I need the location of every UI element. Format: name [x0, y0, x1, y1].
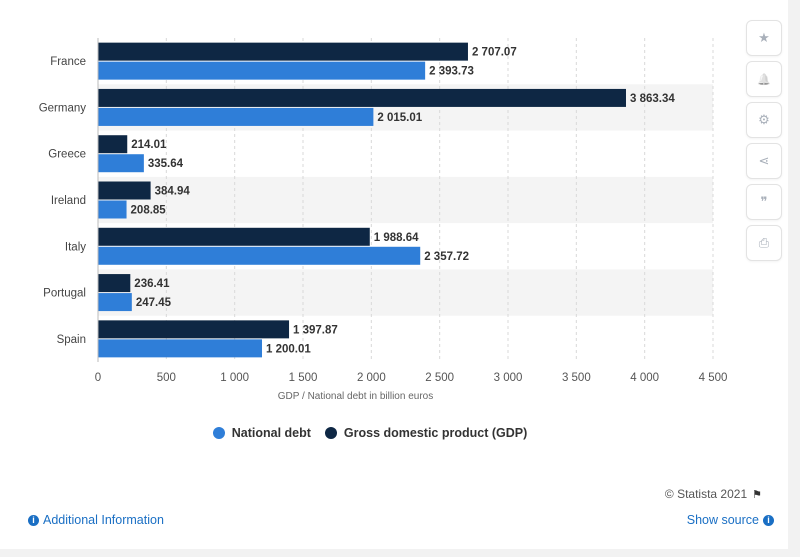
gdp-bar [98, 274, 131, 293]
data-label: 214.01 [131, 139, 167, 151]
star-glyph: ★ [758, 30, 770, 45]
category-label: Portugal [43, 288, 86, 300]
x-axis-title: GDP / National debt in billion euros [278, 391, 433, 402]
gear-glyph: ⚙ [758, 112, 770, 127]
national-debt-bar [98, 154, 144, 173]
legend-label-gdp: Gross domestic product (GDP) [343, 426, 528, 440]
x-tick-label: 2 000 [357, 372, 386, 384]
gdp-bar [98, 227, 370, 246]
x-tick-label: 4 500 [699, 372, 728, 384]
data-label: 1 988.64 [374, 232, 419, 244]
data-label: 2 357.72 [424, 251, 469, 263]
national-debt-bar [98, 246, 421, 265]
chart-legend: National debt Gross domestic product (GD… [0, 426, 740, 440]
flag-icon: ⚑ [752, 488, 762, 501]
national-debt-bar [98, 339, 263, 358]
additional-information-label: Additional Information [43, 513, 164, 527]
legend-swatch-gdp [324, 427, 337, 439]
x-tick-label: 1 500 [289, 372, 318, 384]
quote-icon[interactable]: ❞ [746, 184, 782, 220]
gear-icon[interactable]: ⚙ [746, 102, 782, 138]
category-label: Ireland [51, 195, 86, 207]
x-tick-label: 1 000 [220, 372, 249, 384]
show-source-link[interactable]: Show source i [687, 513, 774, 527]
show-source-label: Show source [686, 513, 759, 527]
share-glyph: ⋖ [758, 153, 770, 168]
chart-card: 0 500 1 000 1 500 2 000 2 500 3 000 3 500 4 000 4… [0, 0, 788, 549]
gdp-bar [98, 135, 128, 154]
gdp-bar [98, 181, 151, 200]
credit-text: © Statista 2021 [664, 487, 748, 501]
category-label: Germany [39, 102, 87, 114]
gdp-bar [98, 320, 290, 339]
print-glyph: ⎙ [758, 235, 770, 250]
x-tick-label: 2 500 [425, 372, 454, 384]
national-debt-bar [98, 200, 127, 219]
data-label: 208.85 [131, 205, 167, 217]
row-band [98, 176, 713, 224]
data-label: 247.45 [136, 297, 172, 309]
info-icon: i [28, 514, 39, 526]
data-label: 2 707.07 [472, 47, 517, 59]
x-tick-label: 500 [157, 372, 176, 384]
gdp-bar [98, 42, 468, 61]
bell-glyph: 🔔 [757, 73, 771, 86]
x-tick-label: 4 000 [630, 372, 659, 384]
national-debt-bar [98, 107, 374, 126]
data-label: 2 393.73 [429, 66, 474, 78]
share-icon[interactable]: ⋖ [746, 143, 782, 179]
data-label: 3 863.34 [630, 93, 675, 105]
category-label: Greece [48, 149, 86, 161]
toolbar: ★ 🔔 ⚙ ⋖ ❞ ⎙ [746, 20, 782, 261]
bell-icon[interactable]: 🔔 [746, 61, 782, 97]
star-icon[interactable]: ★ [746, 20, 782, 56]
data-label: 2 015.01 [377, 112, 422, 124]
legend-label-national-debt: National debt [231, 426, 311, 440]
category-label: Spain [57, 334, 86, 346]
x-tick-label: 3 000 [494, 372, 523, 384]
legend-swatch-national-debt [212, 427, 225, 439]
national-debt-bar [98, 293, 132, 312]
quote-glyph: ❞ [760, 194, 768, 209]
data-label: 1 200.01 [266, 343, 311, 355]
row-band [98, 269, 713, 316]
x-tick-label: 0 [95, 372, 101, 384]
legend-item-national-debt[interactable]: National debt [212, 426, 311, 440]
print-icon[interactable]: ⎙ [746, 225, 782, 261]
category-label: France [50, 56, 86, 68]
data-label: 384.94 [155, 186, 191, 198]
data-label: 236.41 [134, 278, 170, 290]
statista-credit[interactable]: © Statista 2021 ⚑ [665, 487, 762, 501]
category-label: Italy [65, 241, 86, 253]
legend-item-gdp[interactable]: Gross domestic product (GDP) [324, 426, 528, 440]
gdp-bar [98, 88, 626, 107]
data-label: 1 397.87 [293, 324, 338, 336]
national-debt-bar [98, 61, 426, 80]
x-tick-label: 3 500 [562, 372, 591, 384]
info-icon: i [763, 514, 774, 526]
data-label: 335.64 [148, 158, 184, 170]
additional-information-link[interactable]: i Additional Information [28, 513, 164, 527]
bar-chart: 0 500 1 000 1 500 2 000 2 500 3 000 3 500 4 000 4… [39, 38, 728, 402]
